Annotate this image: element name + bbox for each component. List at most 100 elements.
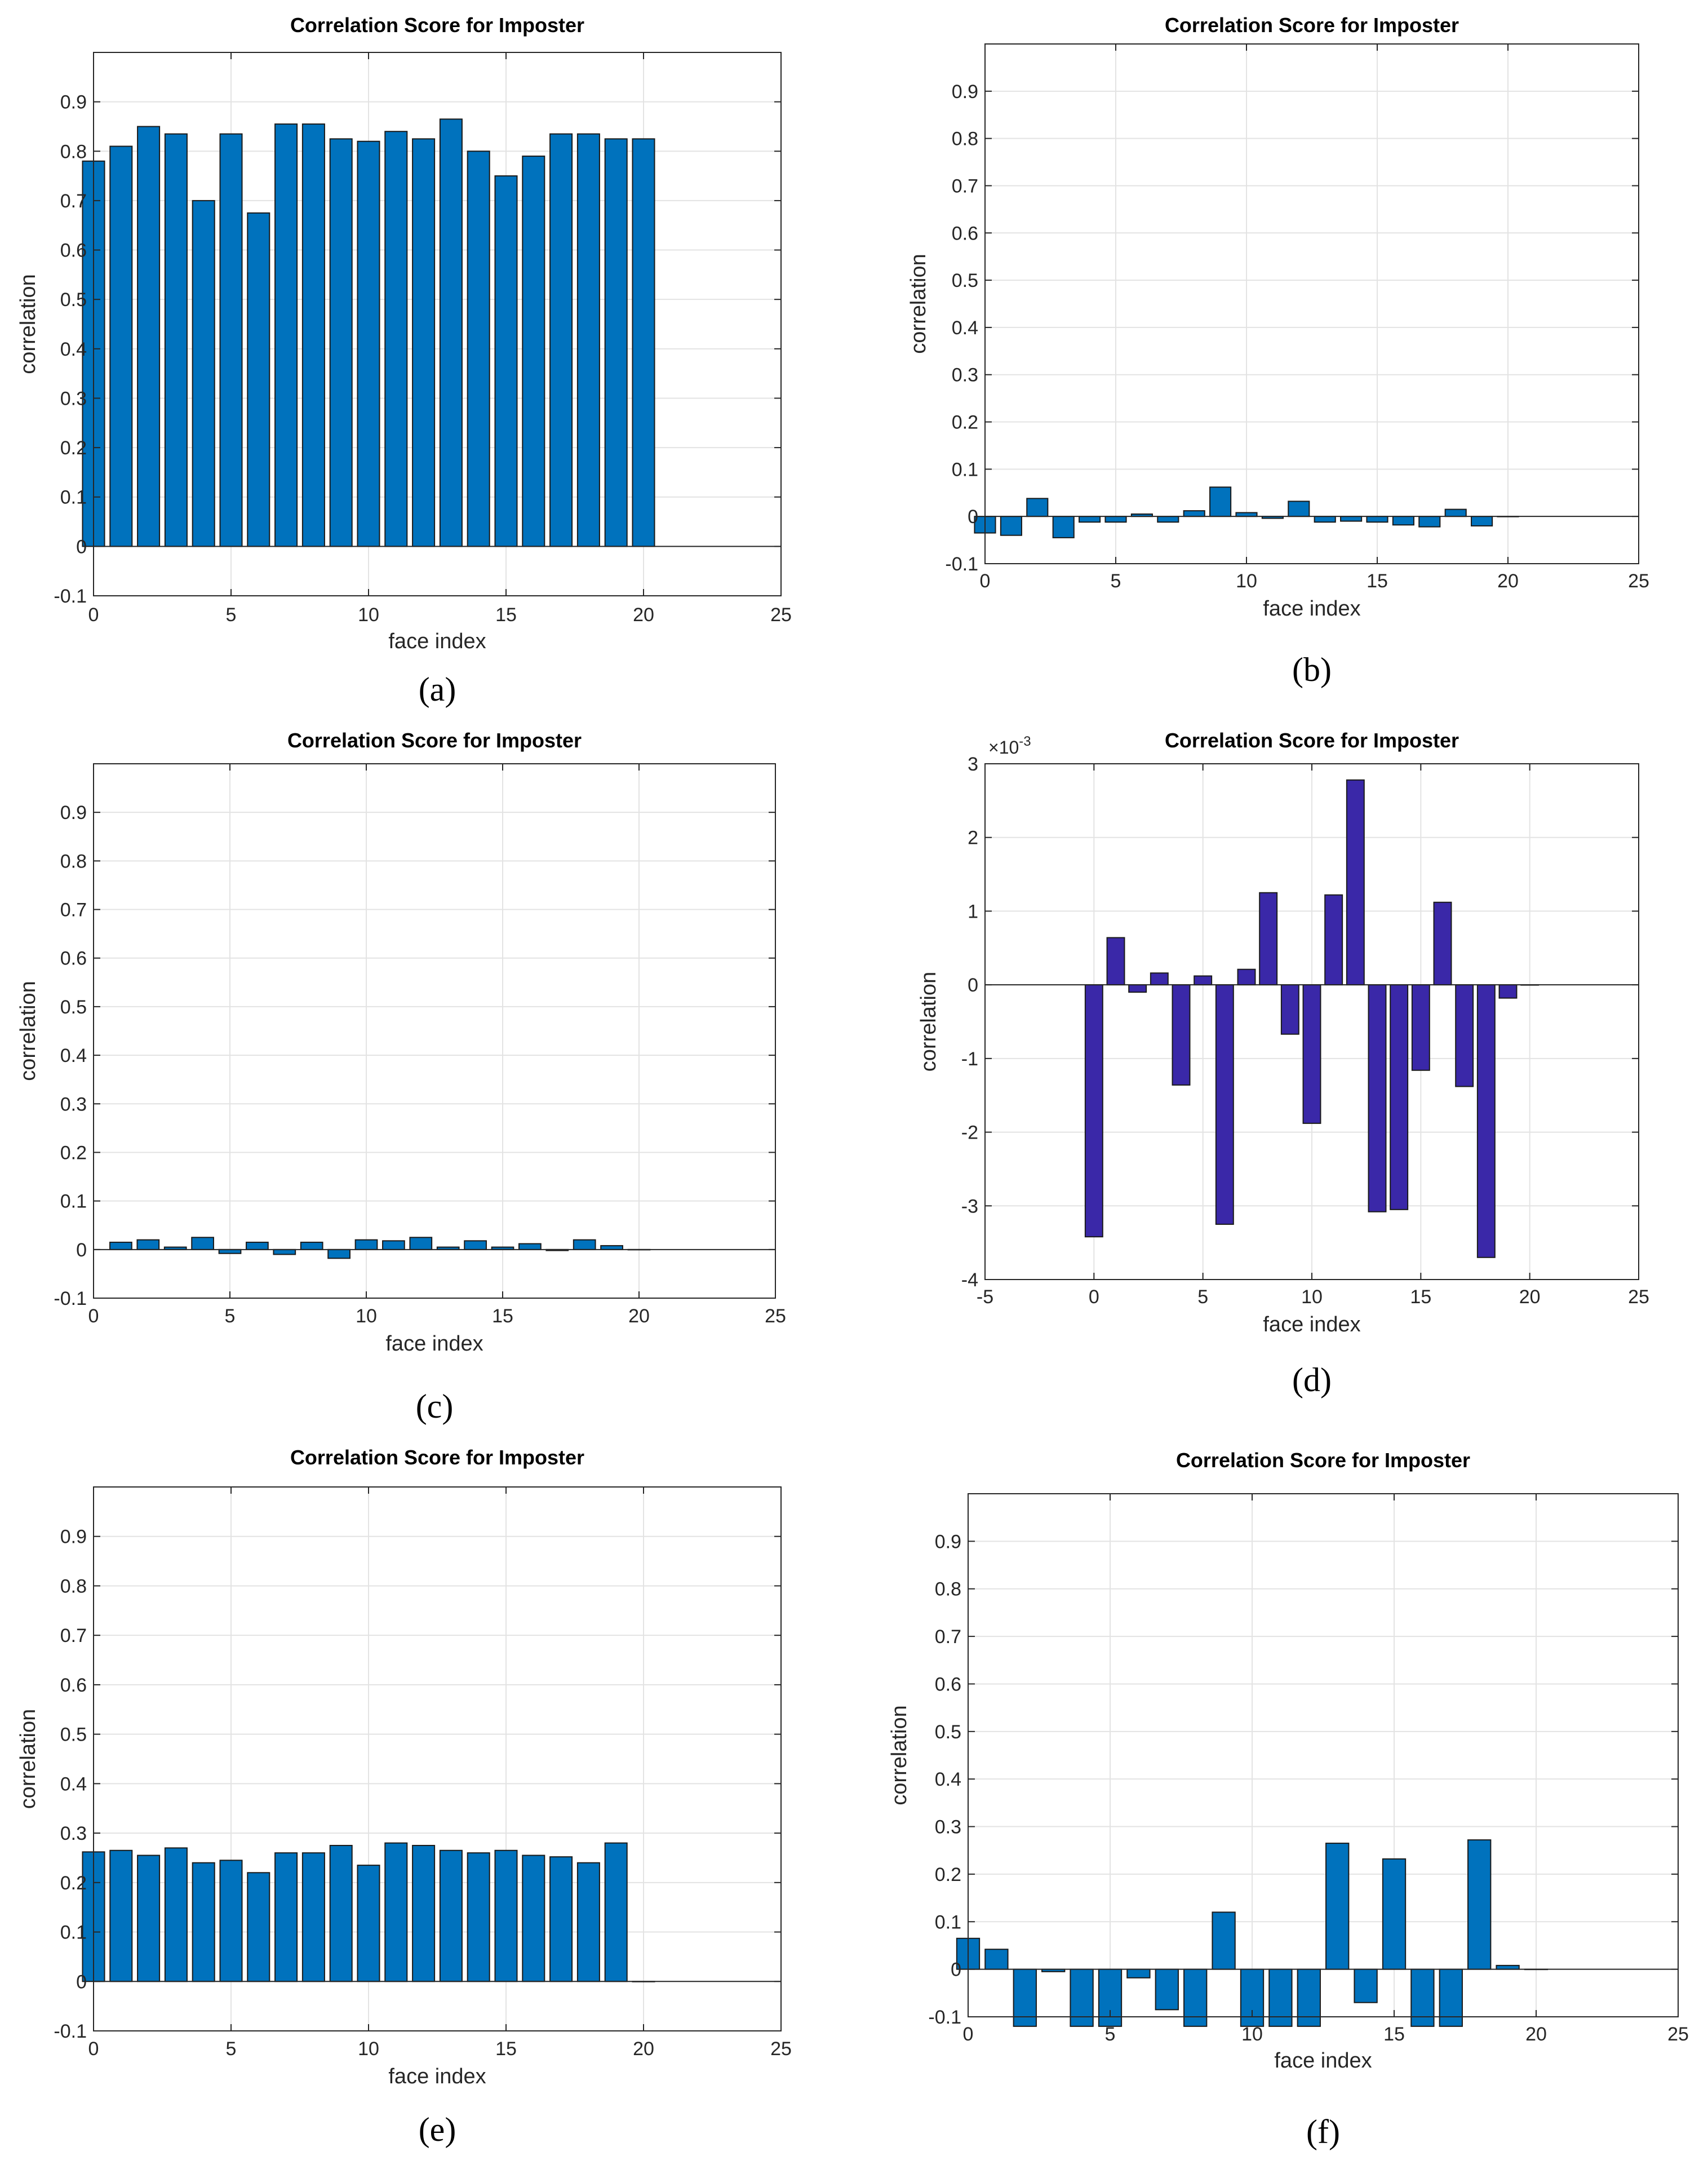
- y-tick-label: 0.2: [935, 1864, 961, 1885]
- bar-a-17: [549, 133, 573, 547]
- x-tick-label: 0: [88, 2038, 99, 2060]
- y-multiplier-base: ×10: [988, 737, 1019, 758]
- y-tick-label: 0: [76, 1240, 87, 1261]
- y-tick-label: 0.6: [935, 1674, 961, 1695]
- bar-d-16: [1433, 901, 1452, 986]
- bar-a-19: [604, 138, 628, 547]
- x-axis-label: face index: [1263, 1313, 1360, 1336]
- y-tick-label: 0.3: [952, 365, 978, 386]
- bar-a-15: [494, 175, 518, 547]
- chart-svg-e: 0 5 10 15 20 25-0.100.10.20.30.40.50.60.70.80…: [16, 1446, 792, 2148]
- bar-b-12: [1288, 501, 1310, 517]
- bar-c-9: [327, 1249, 351, 1259]
- y-tick-label: 0: [968, 506, 978, 528]
- bar-c-11: [382, 1240, 405, 1250]
- bar-e-7: [274, 1852, 298, 1982]
- y-tick-label: 0.5: [952, 270, 978, 291]
- y-multiplier: ×10-3: [988, 734, 1031, 758]
- bar-a-5: [219, 133, 243, 547]
- bar-e-6: [247, 1872, 270, 1982]
- x-tick-label: 25: [1667, 2024, 1689, 2045]
- y-tick-label: 0: [76, 536, 87, 557]
- x-tick-label: 0: [88, 604, 99, 626]
- bar-e-16: [522, 1854, 545, 1982]
- bar-d-13: [1368, 984, 1387, 1212]
- bar-d-18: [1476, 984, 1496, 1258]
- chart-title: Correlation Score for Imposter: [1176, 1449, 1470, 1472]
- x-tick-label: 5: [225, 1305, 236, 1327]
- y-tick-label: 0.2: [60, 1873, 87, 1894]
- y-tick-label: 0.6: [60, 1675, 87, 1696]
- y-tick-label: 0.8: [60, 141, 87, 162]
- bar-b-4: [1079, 516, 1101, 523]
- x-tick-label: 0: [963, 2024, 974, 2045]
- bar-e-9: [329, 1845, 353, 1982]
- bar-a-7: [274, 123, 298, 547]
- bar-b-19: [1471, 516, 1493, 526]
- y-tick-label: -0.1: [945, 554, 978, 575]
- bar-d-14: [1390, 984, 1409, 1210]
- panel-caption: (a): [419, 671, 456, 708]
- x-tick-label: 10: [1241, 2024, 1263, 2045]
- y-tick-label: -0.1: [54, 1288, 87, 1309]
- bar-a-12: [412, 138, 436, 547]
- bar-f-17: [1439, 1968, 1463, 2027]
- bar-f-6: [1126, 1968, 1151, 1978]
- bar-c-5: [218, 1249, 242, 1254]
- x-tick-label: 25: [770, 2038, 792, 2060]
- plot-area: [968, 1494, 1678, 2017]
- x-axis-label: face index: [385, 1332, 483, 1356]
- chart-panel-b: 0 5 10 15 20 25 -0.1 0 0.1 0.2 0.3 0.4 0.5 0.6 0.7 0.8 0…: [879, 0, 1708, 699]
- panel-caption: (b): [1292, 651, 1332, 688]
- y-tick-label: 0.9: [935, 1531, 961, 1552]
- panel-caption: (e): [419, 2111, 456, 2148]
- x-axis-label: face index: [1274, 2049, 1372, 2073]
- bar-d-17: [1455, 984, 1474, 1087]
- x-axis-label: face index: [1263, 597, 1360, 621]
- x-tick-label: 10: [356, 1305, 377, 1327]
- bar-b-8: [1183, 510, 1205, 517]
- x-tick-label: 25: [1628, 1286, 1649, 1308]
- bar-f-7: [1155, 1968, 1179, 2011]
- x-tick-label: 20: [633, 604, 654, 626]
- y-tick-label: 0.7: [935, 1626, 961, 1648]
- bar-e-13: [439, 1849, 463, 1982]
- y-tick-label: 0.5: [935, 1721, 961, 1743]
- y-tick-label: 0: [951, 1959, 961, 1981]
- axes-box: [93, 763, 776, 1299]
- y-tick-label: 0.2: [60, 1142, 87, 1163]
- bar-e-17: [549, 1856, 573, 1982]
- bar-f-9: [1212, 1911, 1236, 1970]
- panel-caption: (f): [1306, 2113, 1340, 2150]
- chart-title: Correlation Score for Imposter: [287, 729, 582, 752]
- bar-b-5: [1104, 516, 1127, 523]
- bar-e-14: [467, 1852, 490, 1982]
- bar-d-10: [1302, 984, 1321, 1124]
- y-tick-label: 0.4: [952, 317, 978, 339]
- chart-panel-d: -5 0 5 10 15 20 25 -4 -3 -2 -1 0 1 2 3 ×10-3 Correlation…: [879, 716, 1708, 1432]
- x-tick-label: 20: [633, 2038, 654, 2060]
- bar-c-12: [409, 1237, 433, 1250]
- bar-d-12: [1346, 779, 1365, 986]
- chart-svg-f: 0 5 10 15 20 25-0.100.10.20.30.40.50.60.70.80…: [888, 1449, 1689, 2150]
- y-tick-label: 0.3: [60, 1094, 87, 1115]
- x-tick-label: 15: [492, 1305, 513, 1327]
- chart-panel-e: 0 5 10 15 20 25 -0.1 0 0.1 0.2 0.3 0.4 0.5 0.6 0.7 0.8 0…: [0, 1432, 806, 2166]
- bar-b-16: [1392, 516, 1414, 526]
- bar-e-1: [109, 1849, 133, 1982]
- bar-e-2: [137, 1854, 161, 1982]
- y-tick-label: 0.6: [952, 223, 978, 244]
- bar-f-2: [1013, 1968, 1037, 2027]
- y-tick-label: 0.3: [935, 1817, 961, 1838]
- x-tick-label: 0: [980, 570, 991, 592]
- bar-f-11: [1268, 1968, 1293, 2027]
- x-tick-label: 5: [1105, 2024, 1116, 2045]
- y-tick-label: 0.7: [60, 1625, 87, 1646]
- y-multiplier-exponent: -3: [1019, 734, 1031, 749]
- y-tick-label: 0.3: [60, 388, 87, 409]
- y-tick-label: 0.5: [60, 289, 87, 311]
- bar-d-8: [1259, 892, 1278, 986]
- chart-panel-a: 0 5 10 15 20 25 -0.1 0 0.1 0.2 0.3 0.4 0.5 0.6 0.7 0.8 0…: [0, 0, 806, 716]
- bar-c-7: [273, 1249, 296, 1255]
- bar-c-1: [109, 1241, 132, 1250]
